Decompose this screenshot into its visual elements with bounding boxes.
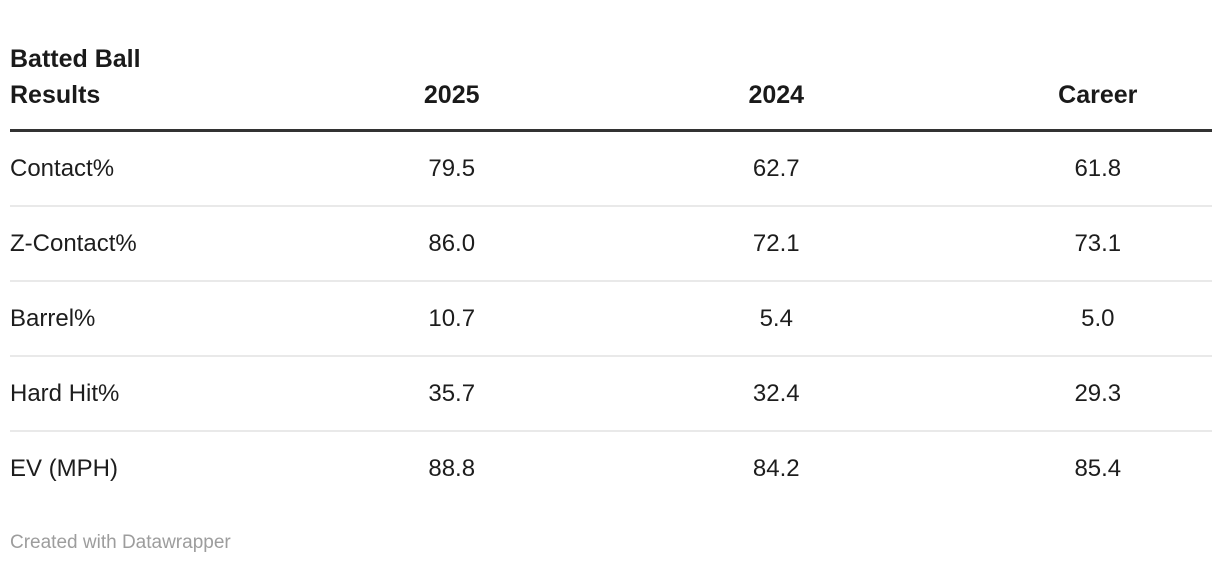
cell-value: 88.8 (334, 430, 569, 505)
column-header-2025: 2025 (334, 0, 569, 132)
column-header-2024: 2024 (568, 0, 984, 132)
cell-value: 10.7 (334, 280, 569, 356)
table-row: Contact% 79.5 62.7 61.8 (10, 131, 1212, 207)
attribution-footer: Created with Datawrapper (10, 531, 1212, 555)
row-label: Contact% (10, 155, 115, 182)
row-label: Hard Hit% (10, 355, 335, 431)
cell-value: 84.2 (568, 430, 984, 505)
row-label: Barrel% (10, 280, 335, 356)
cell-value: 35.7 (334, 355, 569, 431)
cell-value: 86.0 (334, 205, 569, 281)
cell-value: 85.4 (983, 430, 1212, 505)
cell-value: 5.4 (568, 280, 984, 356)
table-row: Z-Contact% 86.0 72.1 73.1 (10, 205, 1212, 281)
table-body: Contact% 79.5 62.7 61.8 Z-Contact% 86.0 … (10, 131, 1212, 505)
table-title: Batted Ball Results (10, 45, 141, 109)
cell-value: 79.5 (428, 155, 476, 182)
column-header-career: Career (983, 0, 1212, 132)
cell-value: 73.1 (983, 205, 1212, 281)
cell-value: 62.7 (752, 155, 800, 182)
batted-ball-results-table: Batted Ball Results 2025 2024 Career Con… (10, 0, 1212, 505)
datawrapper-attribution-link[interactable]: Created with Datawrapper (10, 532, 231, 553)
row-label: EV (MPH) (10, 430, 335, 505)
cell-value: 32.4 (568, 355, 984, 431)
table-header-row: Batted Ball Results 2025 2024 Career (10, 0, 1212, 132)
cell-value: 61.8 (1074, 155, 1122, 182)
cell-value: 5.0 (983, 280, 1212, 356)
cell-value: 29.3 (983, 355, 1212, 431)
table-row: Barrel% 10.7 5.4 5.0 (10, 280, 1212, 356)
table-header: Batted Ball Results 2025 2024 Career (10, 0, 1212, 132)
row-label: Z-Contact% (10, 205, 335, 281)
table-title-header-cell: Batted Ball Results (10, 0, 335, 132)
table-row: EV (MPH) 88.8 84.2 85.4 (10, 430, 1212, 505)
table-row: Hard Hit% 35.7 32.4 29.3 (10, 355, 1212, 431)
cell-value: 72.1 (568, 205, 984, 281)
